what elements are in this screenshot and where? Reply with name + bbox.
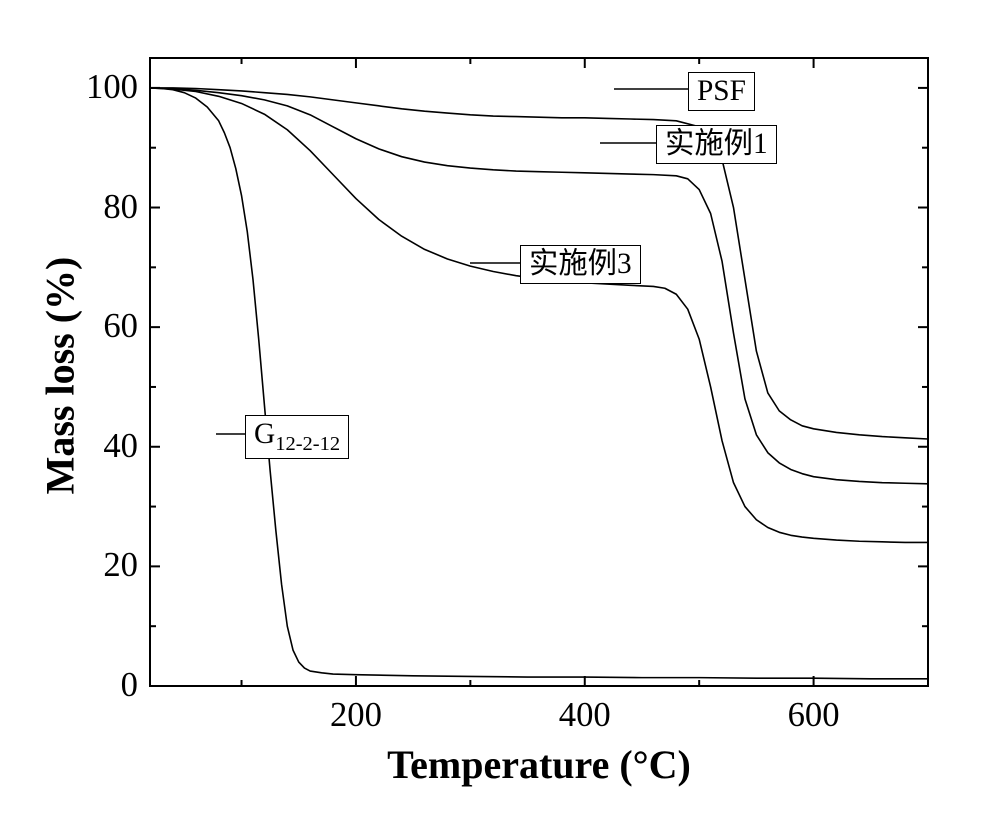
x-tick-label: 400 bbox=[545, 696, 625, 735]
x-axis-label: Temperature (°C) bbox=[150, 741, 928, 788]
y-tick-label: 80 bbox=[68, 188, 138, 227]
y-tick-label: 0 bbox=[68, 666, 138, 705]
y-axis-label: Mass loss (%) bbox=[37, 236, 84, 516]
x-tick-label: 600 bbox=[774, 696, 854, 735]
series-label-实施例1: 实施例1 bbox=[656, 125, 777, 164]
series-label-PSF: PSF bbox=[688, 72, 755, 111]
y-tick-label: 20 bbox=[68, 546, 138, 585]
y-tick-label: 100 bbox=[68, 68, 138, 107]
tga-figure: Mass loss (%) Temperature (°C) 200400600… bbox=[0, 0, 1000, 819]
series-label-实施例3: 实施例3 bbox=[520, 245, 641, 284]
y-tick-label: 60 bbox=[68, 307, 138, 346]
x-tick-label: 200 bbox=[316, 696, 396, 735]
series-label-G12-2-12: G12-2-12 bbox=[245, 415, 349, 459]
y-tick-label: 40 bbox=[68, 427, 138, 466]
